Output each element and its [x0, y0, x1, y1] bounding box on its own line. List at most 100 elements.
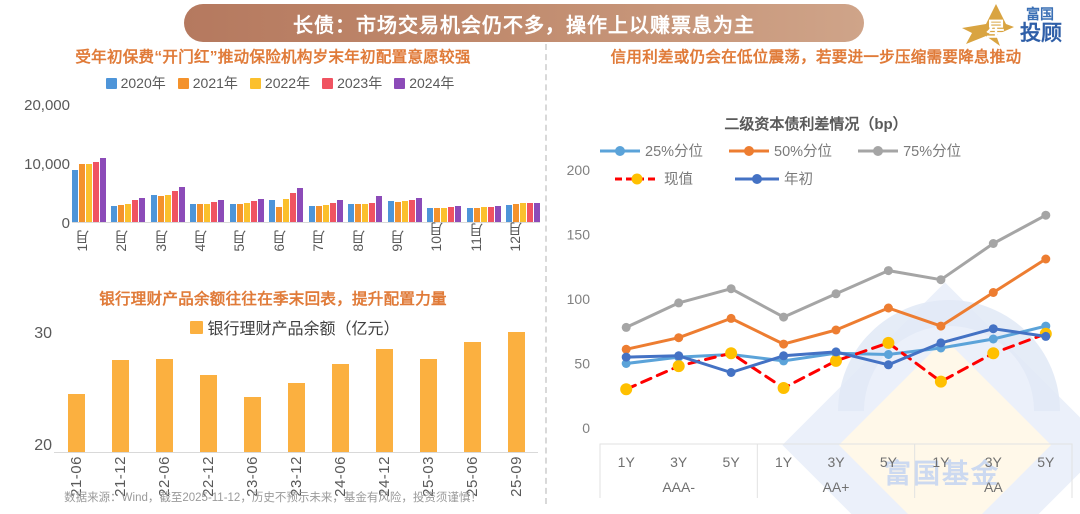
bar1-bar [512, 203, 519, 222]
line-legend-row-1: 25%分位 50%分位 75%分位 [600, 140, 1080, 161]
right-panel-heading-wrap: 信用利差或仍会在低位震荡，若要进一步压缩需要降息推动 [552, 48, 1080, 68]
chart-tier2-capital-bond-spread: 0 50 100 150 200 1Y 3Y 5Y AAA- 1Y 3Y 5Y AA+ 1Y 3Y 5Y AA [552, 108, 1080, 498]
bar2-bar [287, 382, 305, 452]
bar1-category-label: 8月 [349, 229, 366, 252]
legend-item-2020: 2020年 [105, 73, 166, 93]
bar1-legend: 2020年 2021年 2022年 2023年 2024年 [30, 73, 530, 93]
right-panel-heading: 信用利差或仍会在低位震荡，若要进一步压缩需要降息推动 [610, 49, 1022, 66]
line-series-path [624, 213, 1048, 329]
line-term-label: 5Y [880, 454, 898, 470]
bar1-bar [355, 204, 362, 222]
bar2-bar [375, 348, 393, 452]
line-ytick-label: 50 [574, 356, 590, 372]
bar1-bar [269, 199, 276, 222]
bar1-bar [348, 204, 355, 222]
title-banner: 长债：市场交易机会仍不多，操作上以赚票息为主 [184, 4, 864, 42]
bar1-bar [164, 195, 171, 222]
bar1-category-axis: 1月 2月 3月 4月 5月 6月 7月 8月 9月 10月 11月 12月 [72, 222, 540, 252]
bar1-bar [448, 206, 455, 222]
line-term-label: 1Y [932, 454, 950, 470]
bar1-y-axis: 20,000 10,000 0 [6, 96, 76, 231]
bar1-bar [157, 196, 164, 222]
bar2-bar [243, 397, 261, 452]
bar1-bar [308, 206, 315, 222]
bar1-bar [132, 200, 139, 222]
line-data-point [621, 359, 631, 368]
bar1-bar [197, 204, 204, 222]
bar1-bar [276, 206, 283, 222]
line-data-point [726, 368, 736, 377]
bar1-category-label: 4月 [192, 229, 209, 252]
bar1-bar [229, 203, 236, 222]
bar1-bar [427, 207, 434, 222]
page-title: 长债：市场交易机会仍不多，操作上以赚票息为主 [293, 14, 755, 37]
bar1-bar [218, 200, 225, 222]
legend-item-current: 现值 [615, 168, 693, 189]
bar1-group [308, 104, 343, 222]
bar1-group [505, 104, 540, 222]
line-chart-canvas: 0 50 100 150 200 1Y 3Y 5Y AAA- 1Y 3Y 5Y AA+ 1Y 3Y 5Y AA [567, 162, 1073, 498]
bar1-bar [322, 204, 329, 222]
legend-item-2024: 2024年 [394, 73, 454, 93]
bar1-bar [473, 207, 480, 222]
legend-item-p75: 75%分位 [858, 140, 961, 161]
bar2-bar [155, 359, 173, 452]
legend-item-p25: 25%分位 [600, 140, 703, 161]
line-data-point [1041, 254, 1051, 264]
bar1-bar [315, 205, 322, 222]
bar1-bar [190, 204, 197, 222]
legend-item-2022: 2022年 [249, 73, 310, 93]
bar1-bar [297, 188, 304, 222]
line-data-point [831, 347, 841, 357]
brand-logo: 星 富国 投顾 [956, 2, 1074, 48]
left-panel-heading-wrap: 受年初保费“开门红”推动保险机构岁末年初配置意愿较强 [0, 48, 546, 68]
line-data-point [882, 336, 895, 349]
bar2-bar [67, 394, 85, 452]
bar1-bar [533, 202, 540, 222]
bar1-bar [72, 169, 78, 222]
bar1-category-label: 3月 [152, 229, 169, 252]
line-data-point [936, 338, 946, 348]
left-panel-heading: 受年初保费“开门红”推动保险机构岁末年初配置意愿较强 [75, 49, 471, 66]
line-data-point [674, 298, 684, 308]
bar1-bar [86, 164, 92, 222]
line-term-label: 5Y [1037, 454, 1055, 470]
bar1-bar [283, 198, 290, 222]
bar1-group [190, 104, 225, 222]
bar1-category-label: 2月 [113, 229, 130, 252]
bar1-bar [415, 198, 422, 222]
bar2-y-axis: 30 20 [6, 326, 58, 454]
line-ytick-label: 0 [582, 420, 590, 436]
line-term-label: 1Y [775, 454, 793, 470]
bar1-bar [494, 206, 501, 222]
line-data-point [621, 322, 631, 332]
bar1-bar [519, 203, 526, 222]
bar1-bar [487, 206, 494, 222]
line-data-point [1041, 331, 1051, 341]
line-term-label: 5Y [723, 454, 741, 470]
bar2-bar [463, 342, 481, 452]
bar1-bar [526, 203, 533, 222]
line-chart-title: 二级资本债利差情况（bp） [724, 116, 908, 133]
line-data-point [883, 360, 893, 370]
line-data-point [883, 303, 893, 313]
line-data-point [726, 284, 736, 294]
bar1-group [348, 104, 383, 222]
source-note: 数据来源：Wind，截至2025-11-12，历史不预示未来，基金有风险，投资须… [64, 492, 482, 504]
legend-item-p50: 50%分位 [729, 140, 832, 161]
bar1-bar [211, 201, 218, 222]
line-group-label: AAA- [662, 479, 695, 495]
line-data-point [988, 288, 998, 297]
line-data-point [883, 350, 893, 359]
bar1-bar [111, 206, 118, 222]
bar1-bar [93, 162, 99, 222]
line-term-label: 3Y [985, 454, 1003, 470]
bar1-bar [243, 203, 250, 222]
left-panel-heading-2: 银行理财产品余额往往在季末回表，提升配置力量 [99, 291, 447, 308]
bar2-bar [507, 332, 525, 452]
bar1-bar [434, 208, 441, 222]
bar1-category-label: 9月 [388, 229, 405, 252]
bar1-group [387, 104, 422, 222]
bar1-bar [125, 204, 132, 222]
